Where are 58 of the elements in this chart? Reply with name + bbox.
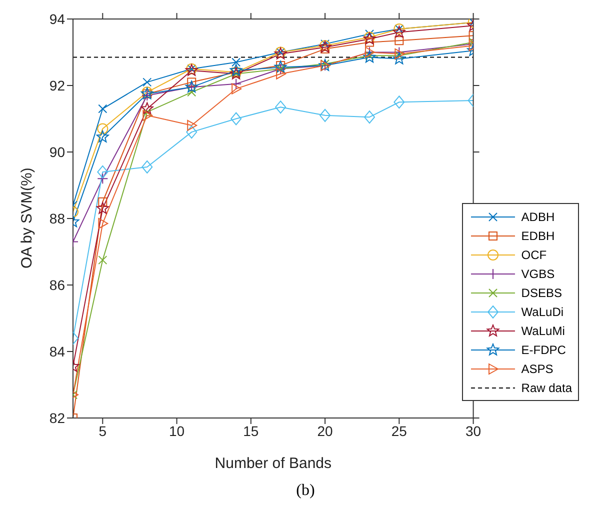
y-tick-label: 84 (49, 343, 66, 360)
point (98, 218, 108, 229)
text: (b) (295, 482, 316, 500)
point (276, 68, 286, 80)
x-tick-label: 25 (391, 422, 408, 439)
point (392, 52, 406, 64)
point (394, 96, 405, 109)
point (364, 110, 376, 124)
legend-label: WaLuDi (521, 304, 564, 318)
legend-label: E-FDPC (521, 342, 566, 356)
point (142, 160, 153, 174)
point (392, 26, 406, 38)
point (230, 112, 242, 126)
point (97, 173, 108, 184)
legend-label: Raw data (521, 380, 572, 394)
legend-label: DSEBS (521, 286, 562, 300)
point (363, 50, 376, 63)
point (142, 90, 153, 101)
point (230, 64, 242, 76)
y-tick-label: 90 (49, 144, 66, 160)
point (187, 88, 196, 97)
point (275, 100, 286, 114)
x-axis-title: Number of Bands (214, 455, 332, 472)
point (232, 58, 241, 67)
y-axis-title: OA by SVM(%) (18, 168, 36, 268)
point (98, 256, 108, 265)
point (232, 83, 242, 94)
point (320, 108, 331, 122)
point (97, 165, 108, 178)
point (274, 60, 287, 73)
x-tick-label: 20 (317, 422, 334, 439)
point (98, 197, 108, 206)
legend-label: ADBH (521, 210, 555, 224)
point (140, 102, 154, 114)
point (230, 78, 242, 90)
x-tick-label: 30 (466, 422, 482, 439)
point (394, 36, 404, 46)
legend-label: OCF (521, 248, 547, 262)
y-tick-label: 94 (49, 10, 66, 27)
legend-label: ASPS (521, 362, 554, 376)
point (142, 110, 153, 121)
x-tick-label: 10 (168, 422, 185, 439)
y-tick-label: 82 (49, 410, 66, 426)
y-tick-label: 86 (49, 276, 66, 293)
point (96, 202, 109, 214)
point (142, 78, 152, 87)
point (187, 120, 198, 131)
legend-label: WaLuMi (521, 324, 565, 338)
point (96, 130, 109, 142)
y-tick-label: 92 (49, 77, 66, 94)
legend-label: EDBH (521, 228, 555, 242)
legend-label: VGBS (521, 266, 555, 280)
point (97, 123, 108, 134)
x-tick-label: 5 (98, 422, 107, 439)
point (98, 104, 108, 114)
y-tick-label: 88 (49, 210, 66, 226)
point (186, 126, 198, 139)
x-tick-label: 15 (243, 422, 259, 439)
